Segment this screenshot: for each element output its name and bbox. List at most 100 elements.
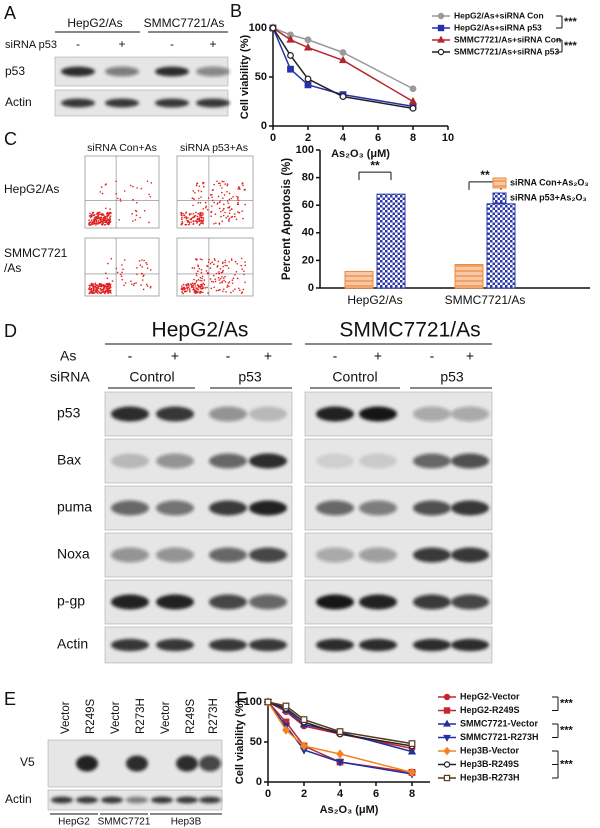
blot-band [316, 594, 354, 610]
flow-event [214, 280, 217, 283]
panel-label: A [4, 3, 16, 23]
flow-event [185, 217, 188, 220]
flow-event [197, 202, 200, 204]
data-marker [286, 35, 295, 43]
legend-label: HepG2-Vector [460, 691, 520, 701]
flow-event [222, 209, 224, 212]
blot-band [413, 594, 451, 610]
blot-band [111, 406, 149, 422]
treatment-sign: - [333, 348, 338, 364]
flow-event [199, 283, 202, 286]
flow-event [215, 222, 217, 224]
data-marker [336, 749, 344, 759]
legend-label: HepG2/As+siRNA p53 [454, 22, 542, 32]
flow-event [236, 198, 239, 200]
flow-event [92, 214, 95, 217]
flow-event [218, 223, 221, 225]
flow-event [131, 283, 133, 285]
flow-event [197, 290, 199, 293]
flow-event [188, 221, 191, 223]
flow-event [226, 200, 229, 202]
flow-event [228, 220, 230, 222]
flow-event [218, 201, 221, 204]
flow-event [228, 212, 231, 215]
flow-event [187, 283, 189, 285]
flow-event [91, 284, 94, 287]
data-marker [407, 746, 417, 755]
flow-event [196, 215, 199, 218]
flow-event [210, 287, 213, 290]
flow-event [90, 215, 92, 217]
flow-event [224, 264, 227, 267]
flow-event [201, 277, 203, 280]
blot-band [359, 406, 397, 422]
blot-band [316, 406, 354, 422]
flow-event [142, 288, 145, 291]
flow-event [106, 223, 109, 225]
flow-event [194, 258, 197, 260]
flow-event [106, 212, 109, 215]
flow-event [116, 271, 119, 274]
blot-band [176, 755, 198, 772]
flow-event [107, 290, 110, 293]
flow-event [102, 288, 105, 291]
x-tick-label: 0 [270, 132, 276, 144]
flow-event [141, 259, 143, 261]
flow-event [227, 219, 230, 221]
flow-event [103, 218, 105, 221]
flow-event [210, 211, 212, 214]
flow-event [129, 184, 132, 187]
flow-event [226, 264, 228, 267]
flow-event [110, 258, 113, 260]
flow-event [136, 187, 138, 189]
flow-event [220, 210, 222, 213]
flow-event [222, 290, 224, 293]
legend-label: Hep3B-R249S [460, 759, 519, 769]
x-tick-label: 6 [375, 132, 381, 144]
lane-label: R273H [208, 698, 220, 734]
blot-band [413, 406, 451, 422]
flow-event [212, 281, 215, 283]
flow-event [107, 283, 110, 286]
flow-event [202, 219, 205, 221]
flow-event [143, 259, 145, 262]
flow-event [92, 219, 95, 221]
blot-band [51, 796, 73, 804]
flow-event [105, 207, 107, 210]
flow-event [228, 198, 231, 201]
flow-event [187, 288, 189, 290]
data-marker [335, 759, 345, 767]
flow-event [146, 180, 149, 183]
flow-event [197, 189, 200, 192]
flow-event [88, 292, 91, 295]
flow-event [104, 215, 106, 218]
flow-event [240, 292, 243, 294]
flow-event [227, 215, 229, 217]
flow-event [146, 267, 149, 270]
x-tick-label: 8 [410, 132, 416, 144]
flow-event [218, 279, 221, 281]
flow-event [131, 213, 133, 215]
blot-band [209, 453, 247, 469]
flow-event [99, 292, 102, 294]
flow-event [121, 278, 124, 281]
flow-event [202, 291, 204, 294]
blot-band [196, 66, 230, 77]
panel-label: E [4, 689, 16, 709]
flow-event [207, 272, 210, 275]
flow-event [228, 285, 230, 288]
blot-band [111, 638, 149, 652]
flow-event [181, 291, 183, 294]
flow-event [229, 209, 231, 212]
flow-event [219, 184, 222, 187]
legend-marker [437, 35, 445, 43]
flow-event [230, 291, 232, 294]
flow-event [217, 195, 220, 198]
flow-event [192, 286, 195, 289]
flow-event [140, 284, 142, 286]
significance-label: *** [564, 40, 578, 52]
data-marker [339, 49, 347, 56]
flow-event [91, 283, 94, 285]
flow-event [183, 290, 186, 293]
